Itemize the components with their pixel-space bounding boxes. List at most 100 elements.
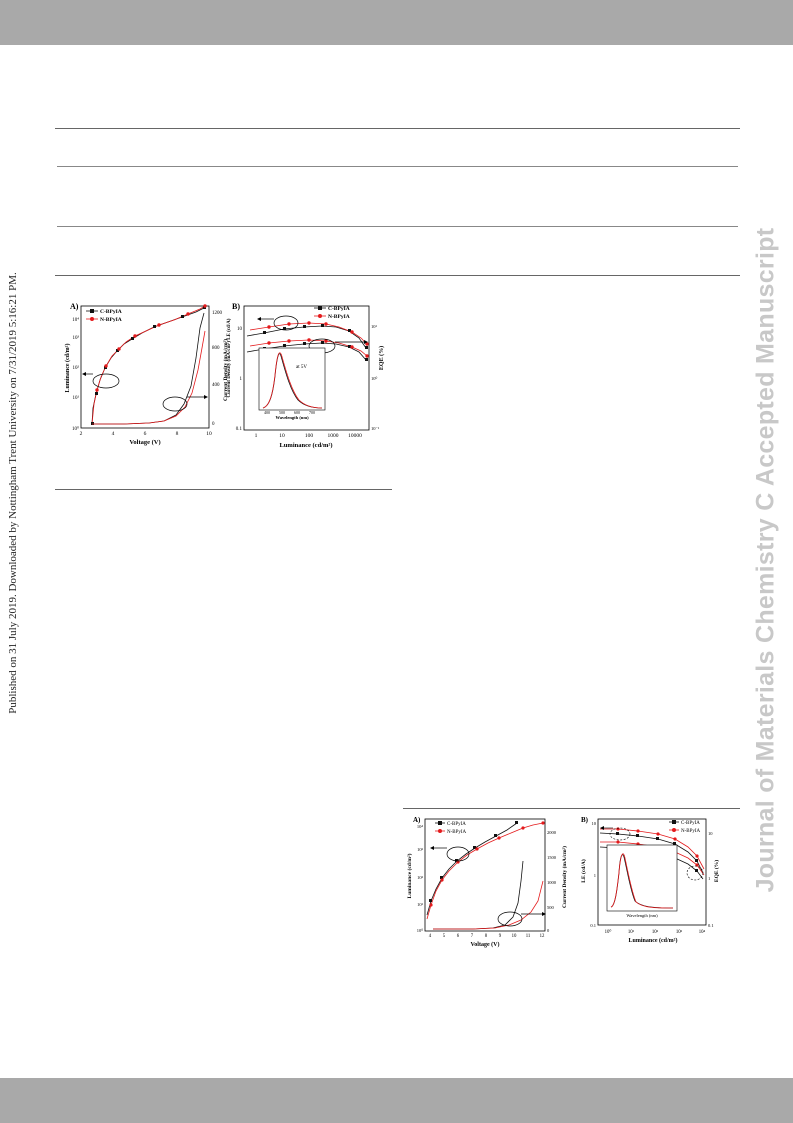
- annotation-ellipse: [162, 396, 188, 412]
- panel-label: B): [232, 302, 240, 311]
- x-tick-label: 9: [499, 934, 502, 939]
- table-mid-rule: [57, 226, 738, 227]
- table-top-rule: [55, 128, 740, 129]
- figure2-panel-a: A) C-BPyIA N-BPyIA 4 5 6 7 8 9 10 11 12 …: [406, 816, 568, 948]
- x-tick-label: 1: [255, 433, 258, 439]
- y-right-tick-label: 10¹: [371, 324, 378, 329]
- figure-1: A) C-BPyIA N-BPyIA 2 4 6 8 10 Voltage (V…: [64, 298, 386, 452]
- y-right-tick-label: 800: [212, 346, 220, 351]
- plot-frame: [243, 305, 370, 431]
- annotation-ellipse: [92, 373, 120, 389]
- inset-note: at 5V: [296, 365, 307, 370]
- y-tick-label: 10⁰: [417, 928, 424, 933]
- legend: C-BPyIA N-BPyIA: [86, 309, 122, 323]
- legend-label: N-BPyIA: [447, 830, 467, 835]
- plot-frame: [424, 818, 546, 932]
- inset-x-label: Wavelength (nm): [626, 913, 658, 918]
- figure1-panel-b: B) C-BPyIA N-BPyIA at 5V 400 500 600: [226, 302, 385, 449]
- x-tick-label: 10000: [348, 433, 362, 439]
- series-markers-red: [267, 321, 369, 358]
- y-right-tick-label: 1500: [547, 855, 557, 860]
- x-axis-label: Voltage (V): [471, 941, 500, 948]
- x-tick-label: 5: [443, 934, 446, 939]
- series-markers-red: [429, 821, 545, 907]
- legend-label: C-BPyIA: [681, 821, 700, 826]
- figure-2-svg: A) C-BPyIA N-BPyIA 4 5 6 7 8 9 10 11 12 …: [406, 816, 720, 948]
- y-axis-label: Current Density (mA/cm²) LE (cd/A): [226, 318, 232, 397]
- series-line-c-bpyia-current: [433, 860, 524, 930]
- series-line-c-bpyia-luminance: [426, 822, 518, 916]
- x-tick-label: 10²: [652, 929, 659, 935]
- series-line-c-bpyia-luminance: [91, 307, 205, 425]
- top-banner: [0, 0, 793, 45]
- plot-frame: [597, 818, 707, 926]
- y-tick-label: 10²: [73, 365, 80, 371]
- series-line-n-bpyia-luminance: [91, 305, 206, 425]
- y-tick-label: 1: [240, 377, 243, 382]
- y-right-tick-label: 10⁻¹: [371, 426, 380, 431]
- y-tick-label: 10⁴: [417, 824, 424, 829]
- legend-marker-black: [90, 309, 94, 313]
- x-tick-label: 10¹: [628, 929, 635, 935]
- y-tick-label: 10²: [417, 875, 424, 880]
- publication-note: Published on 31 July 2019. Downloaded by…: [7, 272, 19, 714]
- legend-label: N-BPyIA: [100, 317, 122, 323]
- y-right-axis-label: EQE (%): [713, 860, 720, 882]
- legend-label: C-BPyIA: [447, 822, 466, 827]
- x-tick-label: 7: [471, 934, 474, 939]
- y-tick-label: 10⁰: [72, 426, 79, 432]
- y-right-tick-label: 1: [708, 876, 710, 881]
- legend: C-BPyIA N-BPyIA: [669, 820, 701, 834]
- x-tick-label: 10: [279, 433, 285, 439]
- figure-1-svg: A) C-BPyIA N-BPyIA 2 4 6 8 10 Voltage (V…: [64, 302, 385, 449]
- series-markers: [429, 821, 518, 902]
- inset-frame: [258, 347, 326, 411]
- y-right-tick-label: 500: [547, 905, 555, 910]
- inset-tick: 600: [294, 410, 300, 415]
- table-header-rule: [57, 166, 738, 167]
- x-tick-label: 11: [526, 934, 531, 939]
- inset-tick: 500: [279, 410, 285, 415]
- y-right-tick-label: 400: [212, 383, 220, 388]
- series-line-n-bpyia-current: [433, 880, 544, 930]
- x-tick-label: 8: [485, 934, 488, 939]
- table-bottom-rule: [55, 275, 740, 276]
- inset-tick: 400: [264, 410, 270, 415]
- legend-label: N-BPyIA: [328, 314, 350, 320]
- y-axis-label: Luminance (cd/m²): [406, 853, 413, 898]
- x-tick-label: 6: [457, 934, 460, 939]
- x-axis-label: Voltage (V): [129, 439, 160, 446]
- series-line-n-bpyia-luminance: [426, 822, 544, 920]
- inset-tick: 700: [309, 410, 315, 415]
- y-right-axis-label: Current Density (mA/cm²): [222, 339, 229, 401]
- y-tick-label: 1: [594, 873, 596, 878]
- series-markers: [91, 306, 206, 425]
- legend-label: C-BPyIA: [100, 309, 122, 315]
- y-right-tick-label: 0: [547, 928, 550, 933]
- panel-label: A): [413, 816, 421, 824]
- y-right-tick-label: 0: [212, 422, 215, 427]
- figure2-top-rule: [403, 808, 740, 809]
- y-right-tick-label: 1200: [212, 311, 223, 316]
- x-tick-label: 6: [144, 431, 147, 437]
- y-tick-label: 0.1: [590, 923, 596, 928]
- legend-marker-red: [90, 317, 94, 321]
- panel-label: A): [70, 302, 79, 311]
- series-line-n-bpyia-le: [600, 828, 705, 870]
- legend-label: C-BPyIA: [328, 306, 350, 312]
- y-tick-label: 10¹: [417, 902, 424, 907]
- x-tick-label: 8: [176, 431, 179, 437]
- x-tick-label: 10⁰: [605, 929, 612, 935]
- y-right-tick-label: 0.1: [708, 923, 714, 928]
- y-right-tick-label: 10⁰: [371, 376, 378, 381]
- y-axis-label: Luminance (cd/m²): [64, 344, 71, 393]
- y-right-tick-label: 10: [708, 831, 713, 836]
- legend-label: N-BPyIA: [681, 829, 701, 834]
- y-tick-label: 10: [237, 327, 243, 332]
- x-tick-label: 4: [112, 431, 115, 437]
- inset-x-label: Wavelength (nm): [275, 415, 309, 420]
- y-tick-label: 0.1: [236, 427, 243, 432]
- figure-2: A) C-BPyIA N-BPyIA 4 5 6 7 8 9 10 11 12 …: [403, 811, 723, 959]
- y-right-axis-label: Current Density (mA/cm²): [561, 846, 568, 908]
- y-tick-label: 10⁴: [72, 317, 79, 323]
